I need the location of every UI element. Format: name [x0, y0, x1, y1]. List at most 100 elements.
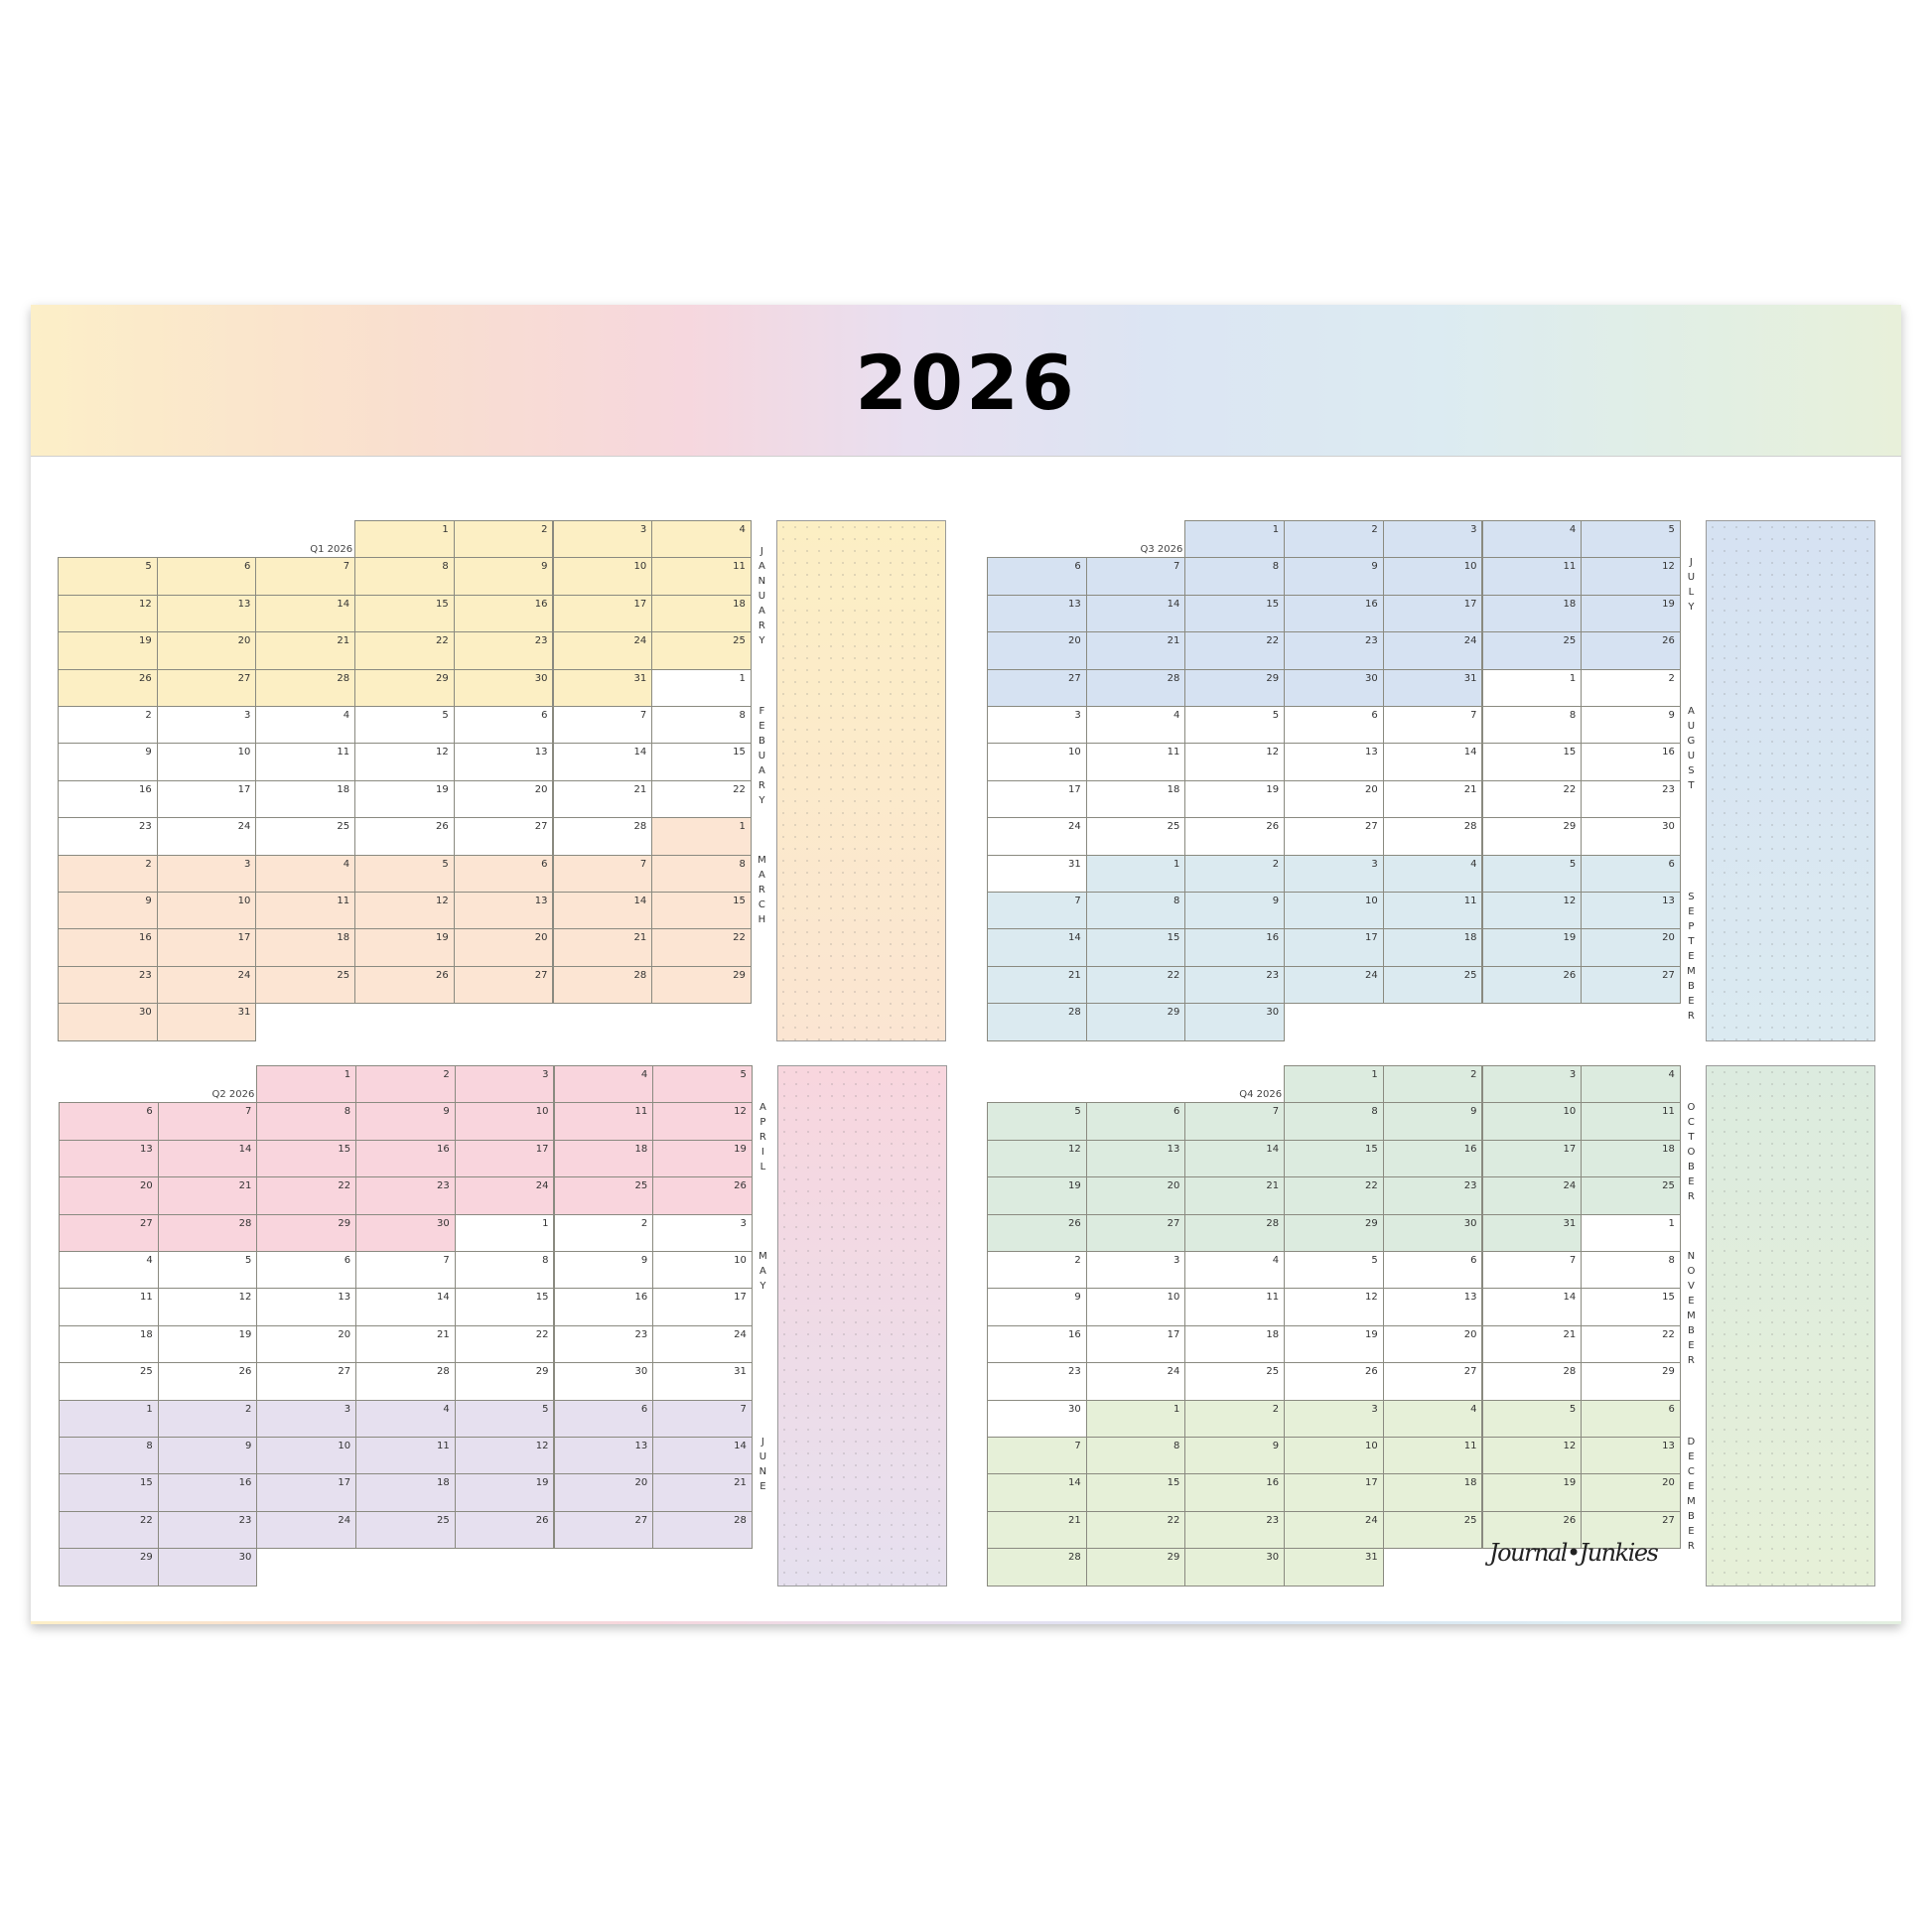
day-cell[interactable]: 15: [354, 594, 455, 633]
day-cell[interactable]: 13: [1581, 892, 1681, 930]
day-cell[interactable]: 7: [157, 1102, 258, 1141]
day-cell[interactable]: 21: [652, 1473, 753, 1512]
day-cell[interactable]: 5: [652, 1065, 753, 1104]
day-cell[interactable]: 3: [1284, 1399, 1384, 1438]
day-cell[interactable]: 26: [1481, 1510, 1583, 1550]
day-cell[interactable]: 7: [1184, 1102, 1286, 1141]
day-cell[interactable]: 27: [453, 817, 554, 856]
day-cell[interactable]: 31: [1481, 1213, 1583, 1252]
day-cell[interactable]: 13: [1284, 743, 1384, 781]
day-cell[interactable]: 30: [1184, 1548, 1286, 1587]
day-cell[interactable]: 1: [1481, 668, 1583, 707]
day-cell[interactable]: 18: [59, 1324, 159, 1364]
day-cell[interactable]: 11: [1085, 743, 1186, 781]
day-cell[interactable]: 25: [1382, 1510, 1483, 1550]
day-cell[interactable]: 5: [354, 706, 455, 745]
day-cell[interactable]: 14: [157, 1139, 258, 1178]
day-cell[interactable]: 8: [454, 1251, 555, 1290]
day-cell[interactable]: 20: [553, 1473, 654, 1512]
day-cell[interactable]: 7: [1481, 1251, 1583, 1290]
day-cell[interactable]: 27: [453, 965, 554, 1005]
day-cell[interactable]: 28: [1184, 1213, 1286, 1252]
day-cell[interactable]: 8: [1085, 1437, 1186, 1475]
day-cell[interactable]: 14: [1382, 743, 1483, 781]
day-cell[interactable]: 5: [354, 854, 455, 893]
day-cell[interactable]: 15: [256, 1139, 357, 1178]
day-cell[interactable]: 24: [1284, 1510, 1384, 1550]
day-cell[interactable]: 11: [1382, 1437, 1483, 1475]
day-cell[interactable]: 2: [58, 854, 158, 893]
day-cell[interactable]: 1: [1085, 854, 1186, 893]
day-cell[interactable]: 18: [1184, 1324, 1286, 1364]
day-cell[interactable]: 7: [652, 1399, 753, 1438]
day-cell[interactable]: 17: [156, 928, 257, 967]
day-cell[interactable]: 27: [1581, 1510, 1681, 1550]
day-cell[interactable]: 2: [58, 706, 158, 745]
day-cell[interactable]: 23: [1184, 1510, 1286, 1550]
day-cell[interactable]: 11: [255, 743, 356, 781]
day-cell[interactable]: 12: [987, 1139, 1087, 1178]
day-cell[interactable]: 22: [454, 1324, 555, 1364]
day-cell[interactable]: 30: [553, 1362, 654, 1401]
day-cell[interactable]: 27: [156, 668, 257, 707]
day-cell[interactable]: 28: [157, 1213, 258, 1252]
day-cell[interactable]: 18: [1581, 1139, 1681, 1178]
day-cell[interactable]: 9: [58, 743, 158, 781]
day-cell[interactable]: 10: [1284, 1437, 1384, 1475]
day-cell[interactable]: 4: [651, 520, 752, 559]
day-cell[interactable]: 9: [157, 1437, 258, 1475]
day-cell[interactable]: 15: [651, 743, 752, 781]
day-cell[interactable]: 24: [1481, 1176, 1583, 1215]
day-cell[interactable]: 1: [454, 1213, 555, 1252]
day-cell[interactable]: 20: [453, 928, 554, 967]
day-cell[interactable]: 17: [1284, 1473, 1384, 1512]
day-cell[interactable]: 1: [1284, 1065, 1384, 1104]
day-cell[interactable]: 25: [255, 817, 356, 856]
day-cell[interactable]: 14: [987, 1473, 1087, 1512]
day-cell[interactable]: 29: [256, 1213, 357, 1252]
day-cell[interactable]: 2: [1184, 1399, 1286, 1438]
day-cell[interactable]: 27: [1382, 1362, 1483, 1401]
day-cell[interactable]: 14: [987, 928, 1087, 967]
day-cell[interactable]: 21: [1184, 1176, 1286, 1215]
day-cell[interactable]: 1: [651, 668, 752, 707]
day-cell[interactable]: 12: [157, 1288, 258, 1326]
day-cell[interactable]: 15: [1085, 1473, 1186, 1512]
day-cell[interactable]: 24: [652, 1324, 753, 1364]
day-cell[interactable]: 30: [453, 668, 554, 707]
day-cell[interactable]: 8: [651, 854, 752, 893]
day-cell[interactable]: 11: [553, 1102, 654, 1141]
day-cell[interactable]: 19: [157, 1324, 258, 1364]
day-cell[interactable]: 6: [987, 557, 1087, 596]
day-cell[interactable]: 24: [156, 965, 257, 1005]
day-cell[interactable]: 24: [454, 1176, 555, 1215]
day-cell[interactable]: 4: [59, 1251, 159, 1290]
day-cell[interactable]: 1: [1581, 1213, 1681, 1252]
day-cell[interactable]: 3: [156, 854, 257, 893]
day-cell[interactable]: 10: [1481, 1102, 1583, 1141]
day-cell[interactable]: 28: [1085, 668, 1186, 707]
day-cell[interactable]: 25: [255, 965, 356, 1005]
day-cell[interactable]: 31: [1284, 1548, 1384, 1587]
day-cell[interactable]: 2: [553, 1213, 654, 1252]
day-cell[interactable]: 5: [1284, 1251, 1384, 1290]
day-cell[interactable]: 26: [1581, 631, 1681, 670]
day-cell[interactable]: 20: [453, 779, 554, 819]
day-cell[interactable]: 20: [1085, 1176, 1186, 1215]
day-cell[interactable]: 5: [1481, 1399, 1583, 1438]
day-cell[interactable]: 13: [453, 892, 554, 930]
day-cell[interactable]: 26: [454, 1510, 555, 1550]
day-cell[interactable]: 10: [1284, 892, 1384, 930]
day-cell[interactable]: 20: [987, 631, 1087, 670]
day-cell[interactable]: 24: [156, 817, 257, 856]
day-cell[interactable]: 9: [1382, 1102, 1483, 1141]
day-cell[interactable]: 19: [1581, 594, 1681, 633]
day-cell[interactable]: 16: [453, 594, 554, 633]
day-cell[interactable]: 9: [453, 557, 554, 596]
day-cell[interactable]: 28: [255, 668, 356, 707]
day-cell[interactable]: 8: [256, 1102, 357, 1141]
day-cell[interactable]: 10: [156, 892, 257, 930]
day-cell[interactable]: 4: [1085, 706, 1186, 745]
dotted-notes-panel[interactable]: [776, 1065, 947, 1587]
day-cell[interactable]: 22: [1085, 965, 1186, 1005]
